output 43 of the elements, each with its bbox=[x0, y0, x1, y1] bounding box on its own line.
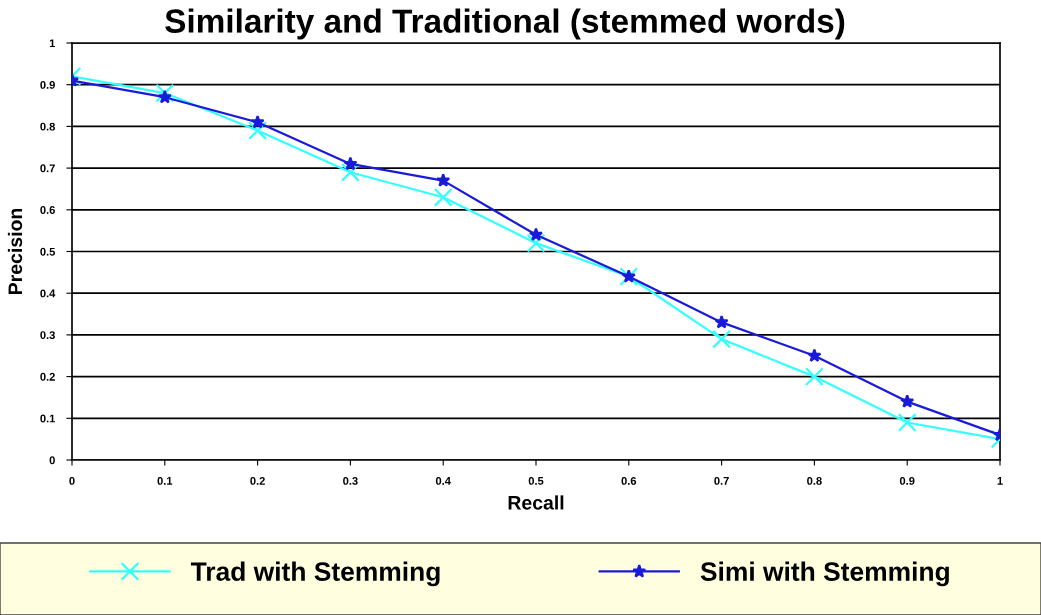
point bbox=[897, 413, 917, 432]
point bbox=[807, 348, 822, 362]
y-tick-label: 0.4 bbox=[40, 289, 56, 298]
y-tick-label: 0.6 bbox=[40, 206, 55, 214]
point bbox=[528, 227, 544, 241]
x-tick-label: 0.4 bbox=[435, 476, 451, 485]
y-tick-label: 0 bbox=[49, 456, 55, 465]
point bbox=[433, 187, 453, 207]
point bbox=[340, 162, 360, 182]
x-tick-label: 0.1 bbox=[157, 476, 173, 485]
y-tick-label: 0.7 bbox=[40, 164, 55, 173]
point bbox=[248, 121, 268, 141]
x-tick-label: 0 bbox=[69, 476, 75, 485]
y-tick-label: 0.5 bbox=[40, 247, 56, 256]
point bbox=[250, 114, 265, 129]
x-tick-label: 0.3 bbox=[343, 476, 358, 485]
x-axis-title: Recall bbox=[508, 495, 564, 510]
y-tick-label: 0.2 bbox=[40, 372, 55, 381]
x-tick-label: 0.5 bbox=[528, 476, 544, 485]
x-tick-label: 0.9 bbox=[899, 476, 915, 485]
x-tick-label: 1 bbox=[997, 477, 1003, 485]
point bbox=[343, 156, 358, 171]
point bbox=[714, 315, 729, 329]
y-axis-title: Precision bbox=[7, 208, 23, 294]
x-tick-label: 0.2 bbox=[250, 476, 265, 485]
y-tick-label: 0.9 bbox=[40, 80, 55, 89]
point bbox=[526, 233, 546, 253]
chart-title: Similarity and Traditional (stemmed words) bbox=[165, 8, 845, 40]
point bbox=[157, 89, 172, 104]
y-tick-label: 0.3 bbox=[40, 331, 55, 340]
legend-label: Trad with Stemming bbox=[190, 561, 440, 587]
point bbox=[804, 367, 824, 387]
x-tick-label: 0.7 bbox=[714, 476, 729, 485]
point bbox=[712, 329, 732, 349]
point bbox=[155, 83, 175, 103]
y-tick-label: 1 bbox=[49, 39, 56, 48]
x-tick-label: 0.8 bbox=[807, 476, 822, 485]
point bbox=[900, 394, 915, 408]
y-tick-label: 0.1 bbox=[40, 414, 56, 423]
point bbox=[436, 173, 451, 187]
x-tick-label: 0.6 bbox=[621, 476, 637, 485]
y-tick-label: 0.8 bbox=[40, 122, 55, 131]
legend-label: Simi with Stemming bbox=[700, 561, 949, 587]
